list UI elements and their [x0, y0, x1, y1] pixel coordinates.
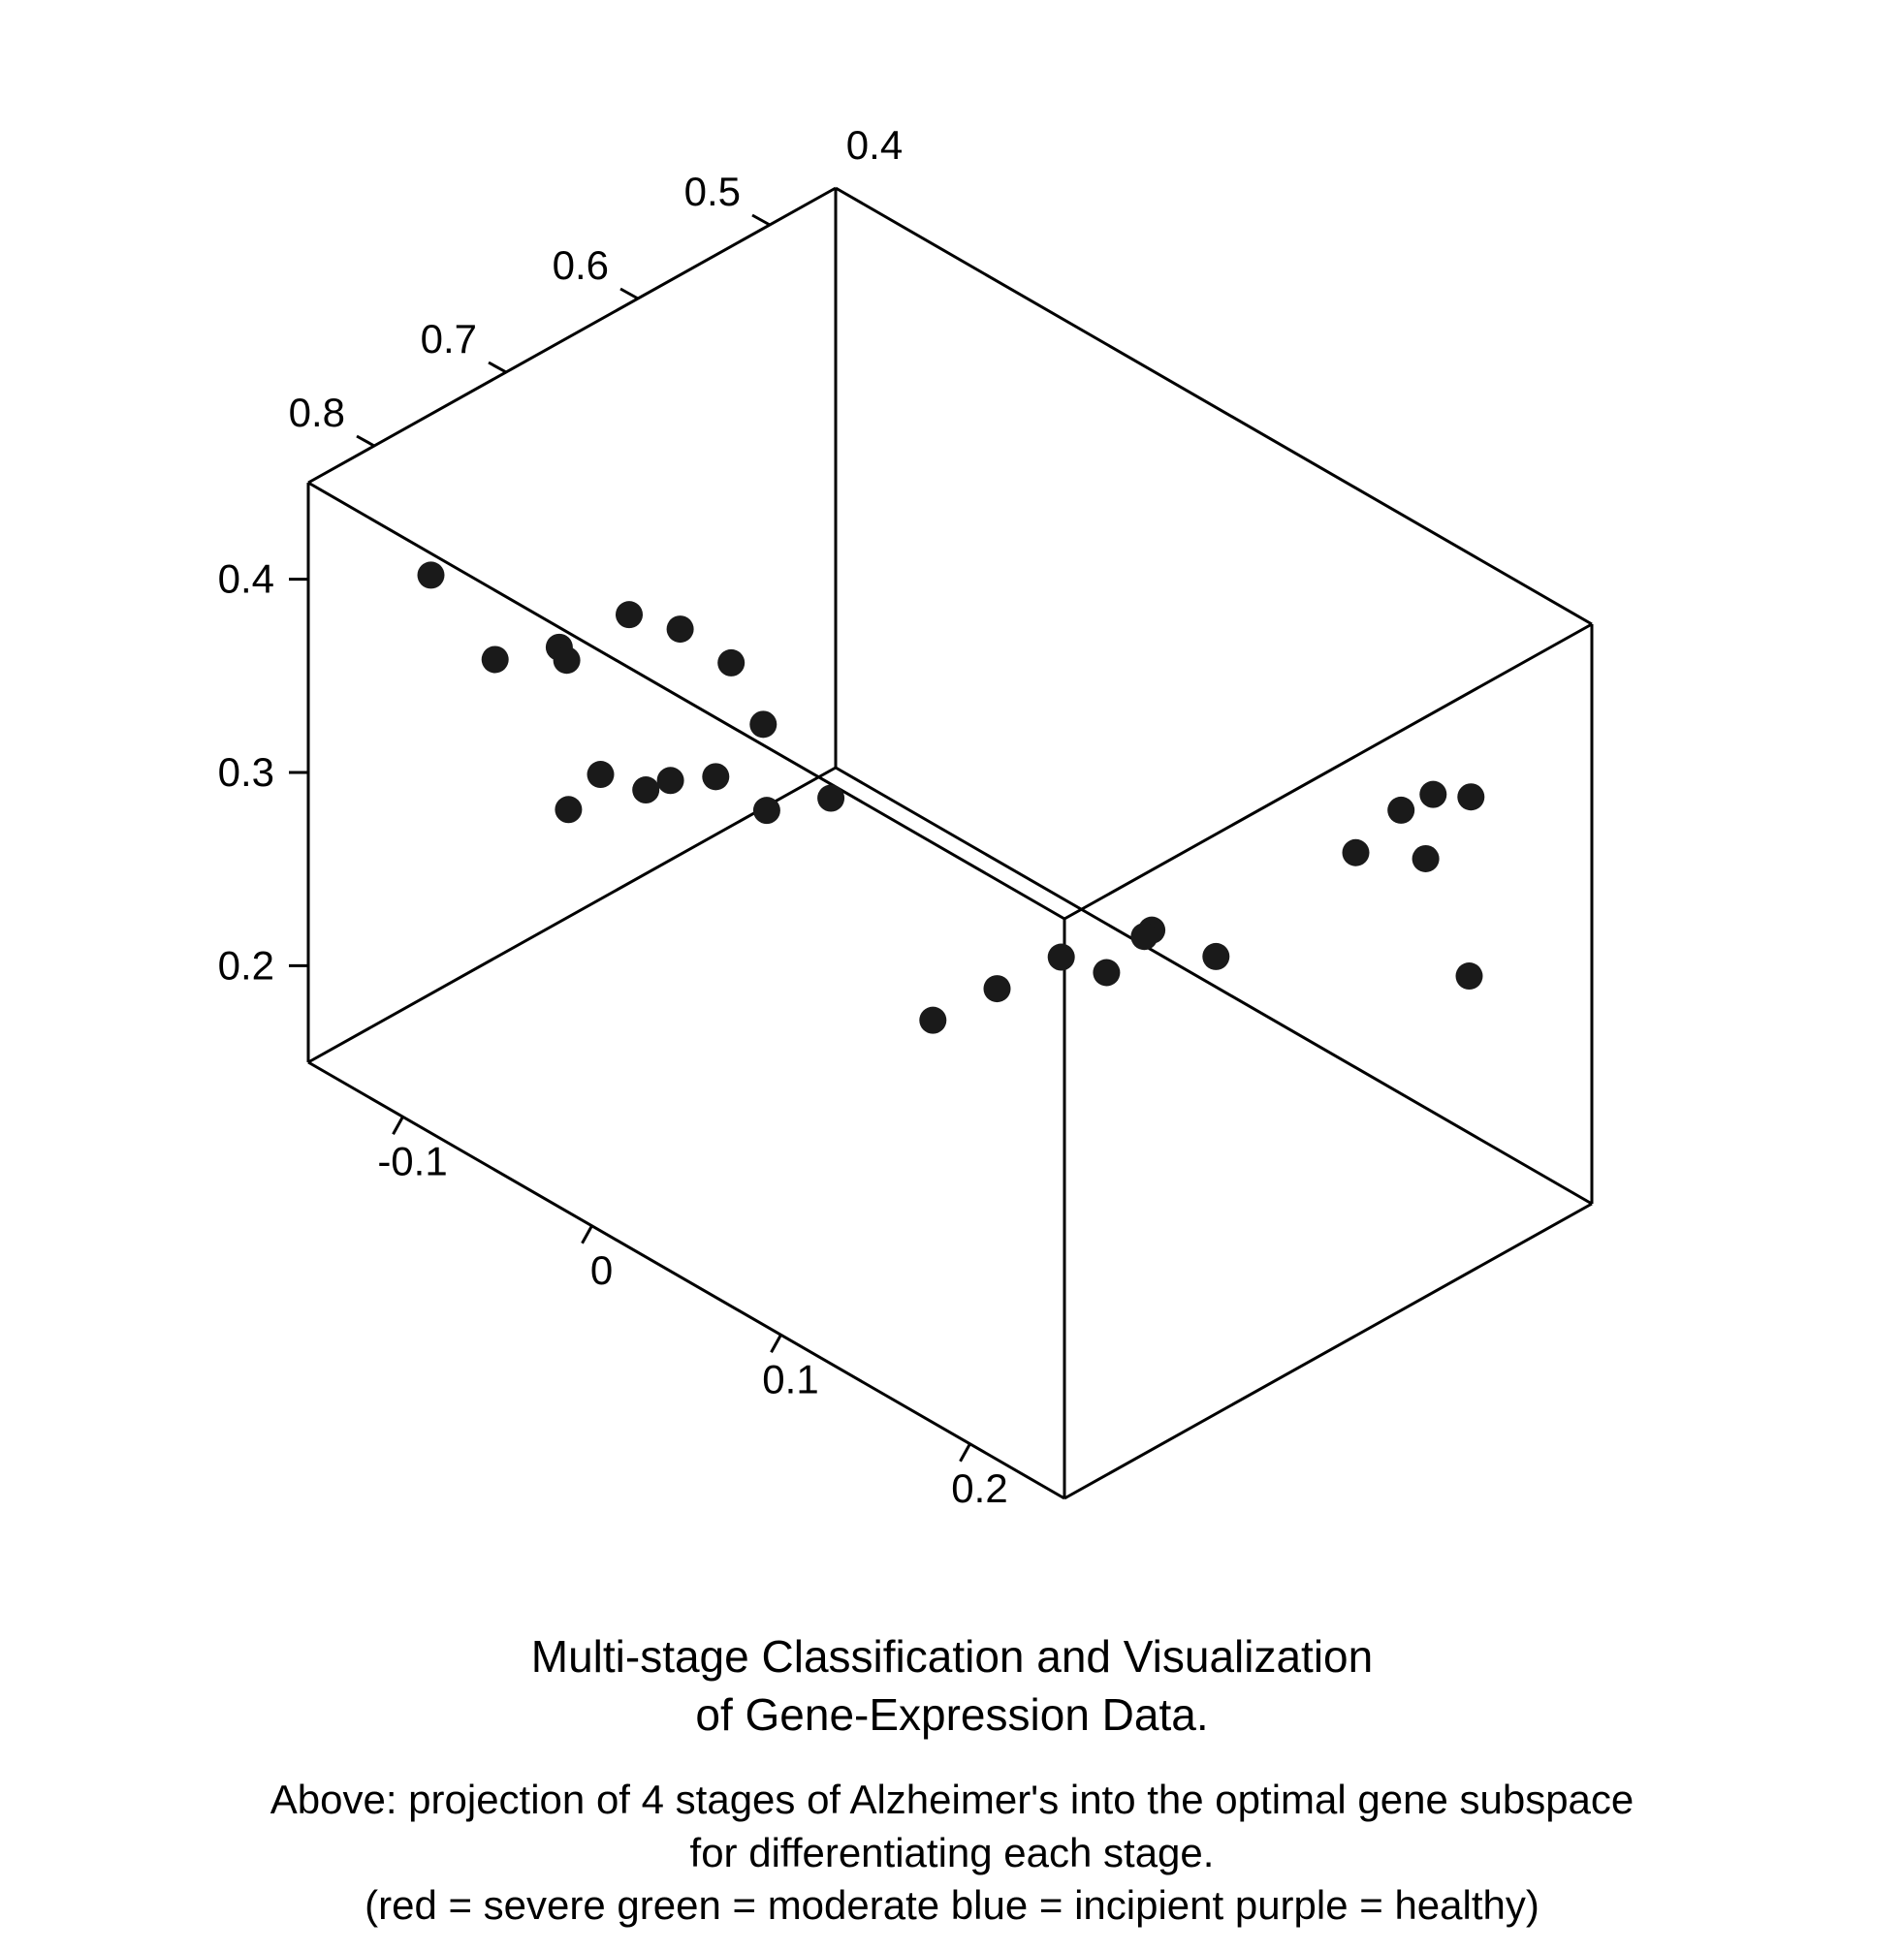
data-point — [632, 776, 659, 803]
axis-tick-label: 0.4 — [846, 122, 903, 168]
data-point — [1419, 781, 1446, 808]
data-point — [1457, 783, 1484, 810]
description-block: Above: projection of 4 stages of Alzheim… — [0, 1774, 1904, 1933]
data-point — [1412, 845, 1440, 872]
data-point — [554, 646, 581, 674]
scatter3d-plot: -0.1 0 0.1 0.2 0.5 0.6 0.7 0.8 0.4 0.2 0.3 0.4 — [97, 39, 1803, 1590]
data-point — [817, 785, 844, 812]
box-edge — [961, 1444, 970, 1462]
title-block: Multi-stage Classification and Visualiza… — [0, 1628, 1904, 1745]
box-edge — [1064, 624, 1592, 919]
page: -0.1 0 0.1 0.2 0.5 0.6 0.7 0.8 0.4 0.2 0.3 0.4 Mult… — [0, 0, 1904, 1952]
box-edge — [308, 1062, 1064, 1498]
data-point — [587, 761, 615, 788]
data-point — [1387, 797, 1414, 824]
data-point — [657, 767, 684, 794]
box-edge — [308, 483, 1064, 919]
box-edge — [394, 1117, 403, 1134]
data-point — [702, 763, 729, 790]
title-line-1: Multi-stage Classification and Visualiza… — [0, 1628, 1904, 1686]
axis-tick-label: 0.4 — [218, 556, 274, 602]
axis-tick-label: 0.6 — [553, 242, 609, 288]
axis-tick-label: 0 — [590, 1247, 613, 1293]
title-line-2: of Gene-Expression Data. — [0, 1686, 1904, 1745]
data-point — [1093, 960, 1120, 987]
box-edge — [357, 436, 374, 446]
box-edge — [489, 362, 506, 372]
axis-tick-label: -0.1 — [377, 1138, 447, 1183]
box-edge — [772, 1335, 781, 1352]
data-point — [555, 796, 582, 823]
data-point — [1202, 943, 1229, 970]
data-point — [667, 615, 694, 643]
axis-tick-label: 0.2 — [951, 1465, 1007, 1511]
box-edge — [752, 215, 770, 225]
axis-tick-label: 0.8 — [289, 390, 345, 435]
axis-tick-label: 0.7 — [421, 316, 477, 362]
data-point — [616, 601, 643, 628]
axis-tick-label: 0.1 — [762, 1356, 818, 1401]
plot-svg: -0.1 0 0.1 0.2 0.5 0.6 0.7 0.8 0.4 0.2 0.3 0.4 — [97, 39, 1803, 1590]
box-edge — [1064, 1204, 1592, 1498]
box-edge — [836, 188, 1592, 624]
data-point — [418, 561, 445, 588]
desc-line-2: for differentiating each stage. — [0, 1827, 1904, 1880]
desc-line-1: Above: projection of 4 stages of Alzheim… — [0, 1774, 1904, 1827]
data-point — [717, 649, 745, 677]
data-point — [482, 645, 509, 673]
data-point — [919, 1007, 946, 1034]
axis-tick-label: 0.5 — [684, 169, 741, 214]
box-edge — [308, 188, 836, 483]
data-point — [1343, 839, 1370, 866]
data-point — [753, 797, 780, 824]
data-point — [984, 975, 1011, 1002]
box-edge — [620, 289, 638, 299]
axis-tick-label: 0.2 — [218, 942, 274, 988]
desc-line-3: (red = severe green = moderate blue = in… — [0, 1879, 1904, 1933]
box-edge — [583, 1226, 592, 1244]
data-point — [1048, 944, 1075, 971]
data-point — [1130, 923, 1158, 950]
data-point — [749, 710, 777, 738]
axis-tick-label: 0.3 — [218, 749, 274, 795]
data-point — [1456, 962, 1483, 990]
